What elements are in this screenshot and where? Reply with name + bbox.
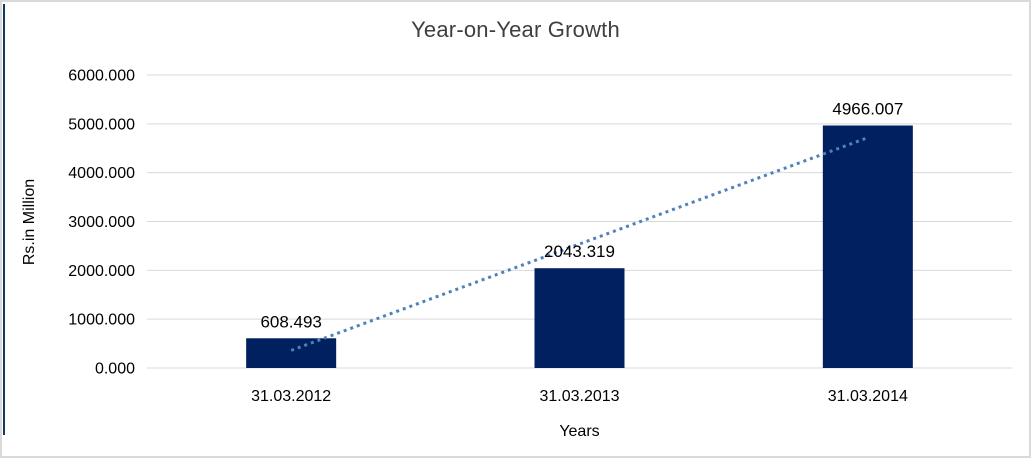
y-tick-label: 2000.000 xyxy=(68,263,135,280)
bar xyxy=(822,125,913,369)
y-tick-label: 6000.000 xyxy=(68,68,135,85)
x-axis-title: Years xyxy=(559,423,600,440)
y-tick-label: 3000.000 xyxy=(68,214,135,231)
y-tick-label: 0.000 xyxy=(95,361,135,378)
x-tick-label: 31.03.2012 xyxy=(251,388,331,405)
y-tick-label: 5000.000 xyxy=(68,116,135,133)
bar-data-label: 2043.319 xyxy=(544,242,615,261)
x-tick-label: 31.03.2014 xyxy=(828,388,908,405)
trendline xyxy=(290,136,869,352)
y-axis-title: Rs.in Million xyxy=(21,178,38,266)
y-tick-label: 4000.000 xyxy=(68,165,135,182)
x-tick-label: 31.03.2013 xyxy=(539,388,619,405)
bar xyxy=(534,268,625,368)
y-tick-label: 1000.000 xyxy=(68,312,135,329)
bar-data-label: 4966.007 xyxy=(832,99,903,118)
chart-title: Year-on-Year Growth xyxy=(411,17,620,42)
left-accent-line xyxy=(3,4,5,435)
bar xyxy=(246,338,337,368)
bar-data-label: 608.493 xyxy=(260,312,321,331)
